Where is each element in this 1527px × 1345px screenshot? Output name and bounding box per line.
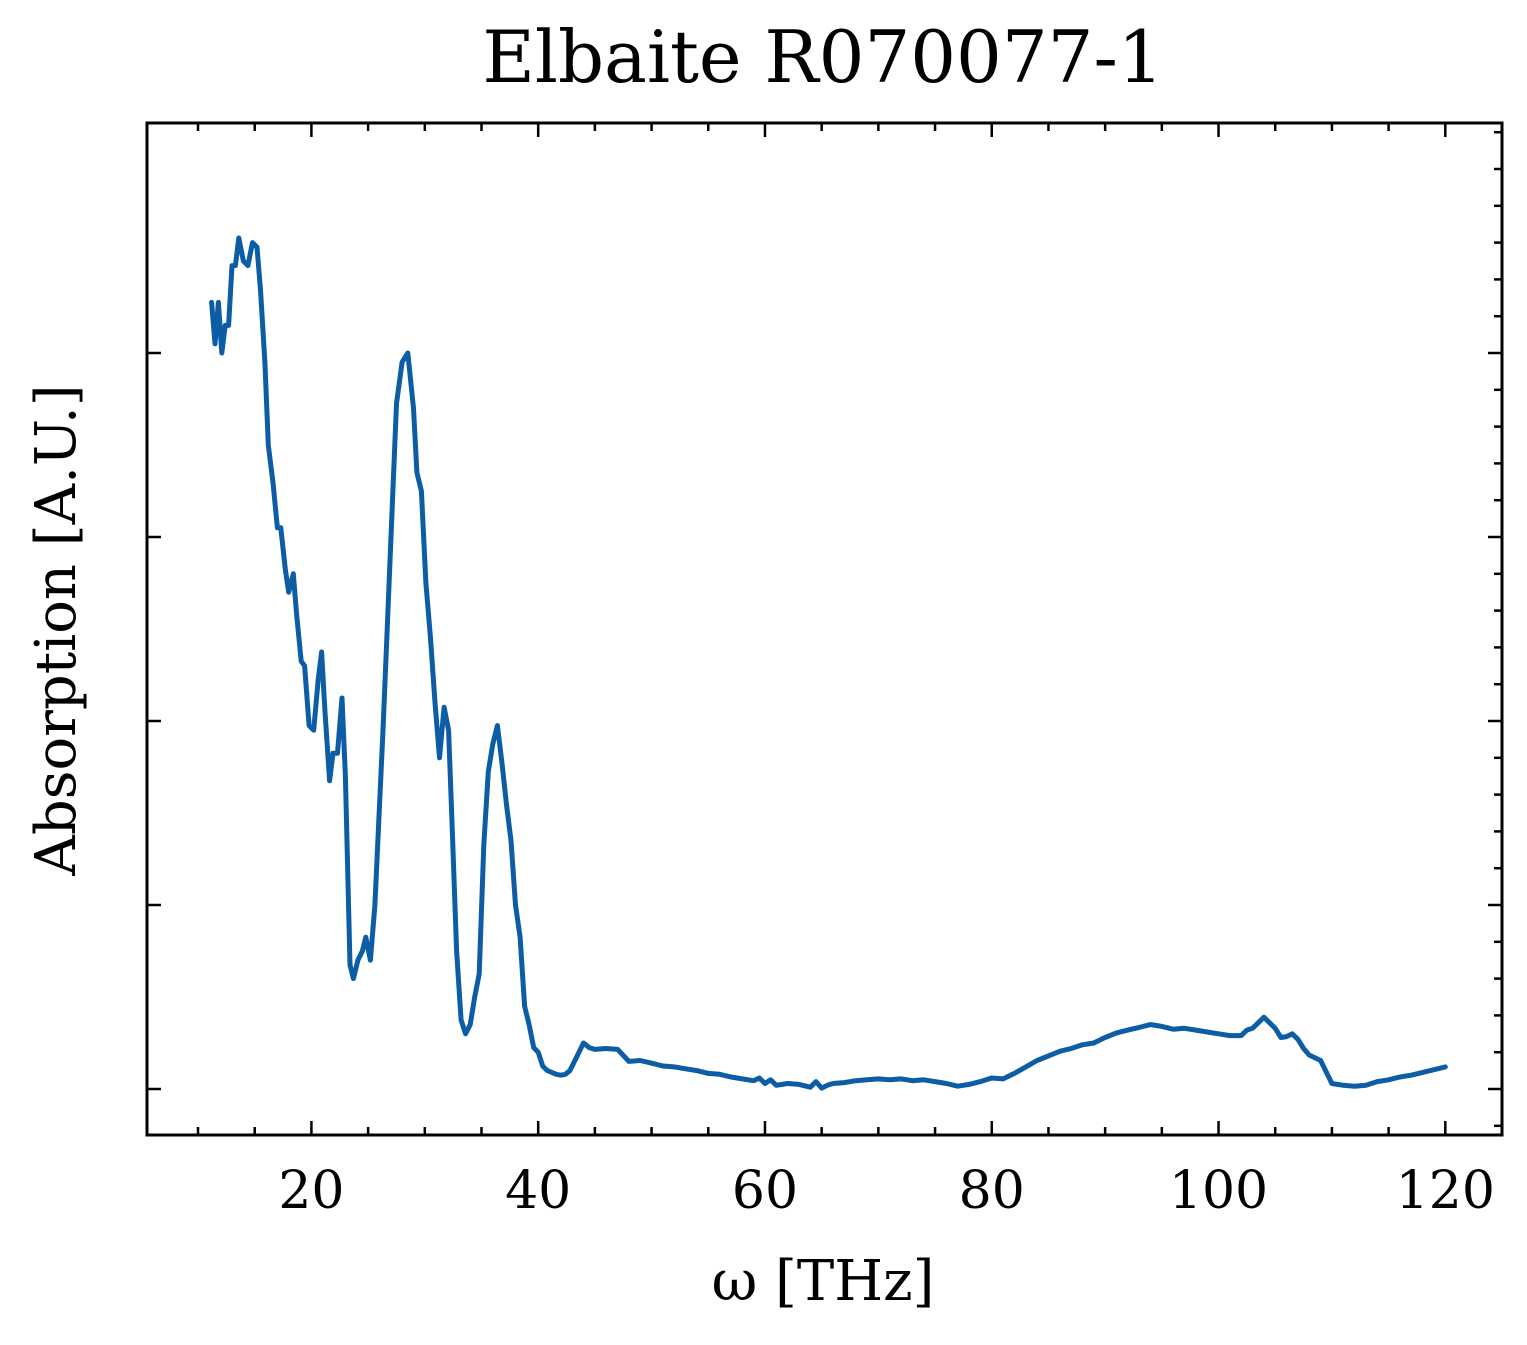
x-tick-label: 40 (505, 1161, 571, 1221)
x-tick-label: 100 (1169, 1161, 1268, 1221)
plot-frame (145, 121, 1504, 1137)
series-layer (209, 235, 1448, 1091)
x-axis-label: ω [THz] (712, 1249, 935, 1314)
ticks-layer (147, 123, 1504, 1135)
y-axis-label: Absorption [A.U.] (24, 384, 89, 876)
x-tick-labels: 20 40 60 80 100 120 (278, 1161, 1495, 1221)
x-tick-label: 120 (1396, 1161, 1495, 1221)
chart-title: Elbaite R070077-1 (482, 15, 1163, 99)
x-tick-label: 60 (732, 1161, 798, 1221)
x-tick-label: 20 (278, 1161, 344, 1221)
absorption-series-line (209, 235, 1448, 1091)
x-tick-label: 80 (959, 1161, 1025, 1221)
